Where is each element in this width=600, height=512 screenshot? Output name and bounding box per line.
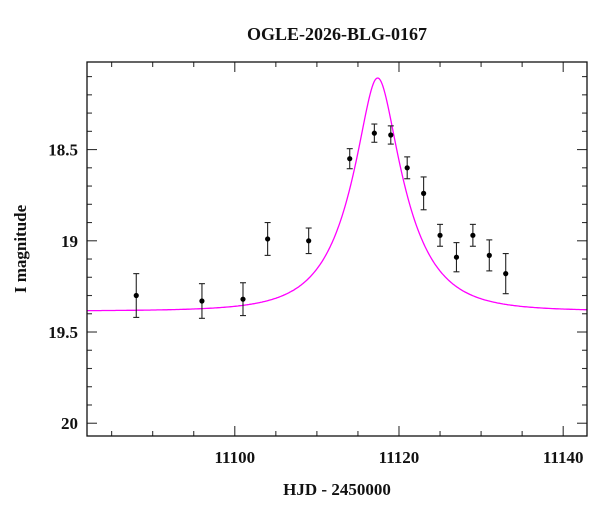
point-marker: [453, 254, 460, 260]
data-point: [371, 123, 378, 143]
x-tick-label: 11120: [379, 448, 420, 467]
data-point: [420, 176, 427, 211]
point-marker: [306, 238, 312, 244]
point-marker: [371, 130, 377, 136]
y-tick-label: 19: [61, 232, 78, 251]
data-point: [346, 148, 353, 170]
y-tick-labels: 18.5 19 19.5 20: [48, 141, 78, 434]
model-curve: [87, 77, 587, 312]
point-marker: [470, 232, 476, 238]
x-axis-label: HJD - 2450000: [283, 480, 391, 499]
data-point: [305, 227, 312, 255]
y-tick-label: 18.5: [48, 141, 78, 160]
y-tick-label: 20: [61, 414, 78, 433]
x-tick-label: 11100: [214, 448, 255, 467]
point-marker: [388, 132, 394, 138]
point-marker: [133, 292, 139, 299]
x-tick-labels: 11100 11120 11140: [214, 448, 583, 467]
data-point: [239, 282, 246, 317]
point-marker: [199, 298, 205, 304]
plot-frame: [86, 61, 588, 437]
data-point: [453, 242, 460, 273]
data-point: [387, 125, 394, 145]
chart-title: OGLE-2026-BLG-0167: [247, 24, 427, 44]
point-marker: [421, 190, 427, 196]
data-points: [133, 123, 509, 319]
point-marker: [486, 252, 492, 258]
point-marker: [404, 165, 410, 171]
data-point: [469, 223, 476, 247]
data-point: [502, 253, 509, 295]
y-tick-label: 19.5: [48, 323, 78, 342]
point-marker: [503, 271, 509, 277]
data-point: [133, 273, 140, 318]
data-point: [404, 156, 411, 180]
x-tick-label: 11140: [543, 448, 584, 467]
data-point: [437, 223, 444, 247]
point-marker: [265, 236, 271, 242]
point-marker: [347, 156, 353, 162]
model-fit-line: [87, 77, 587, 312]
y-axis-label: I magnitude: [11, 204, 30, 293]
point-marker: [240, 296, 246, 302]
data-point: [198, 283, 205, 319]
point-marker: [437, 232, 443, 238]
data-point: [486, 239, 493, 272]
data-point: [264, 221, 271, 256]
axis-ticks: [87, 62, 587, 436]
plot-area: [86, 61, 588, 437]
